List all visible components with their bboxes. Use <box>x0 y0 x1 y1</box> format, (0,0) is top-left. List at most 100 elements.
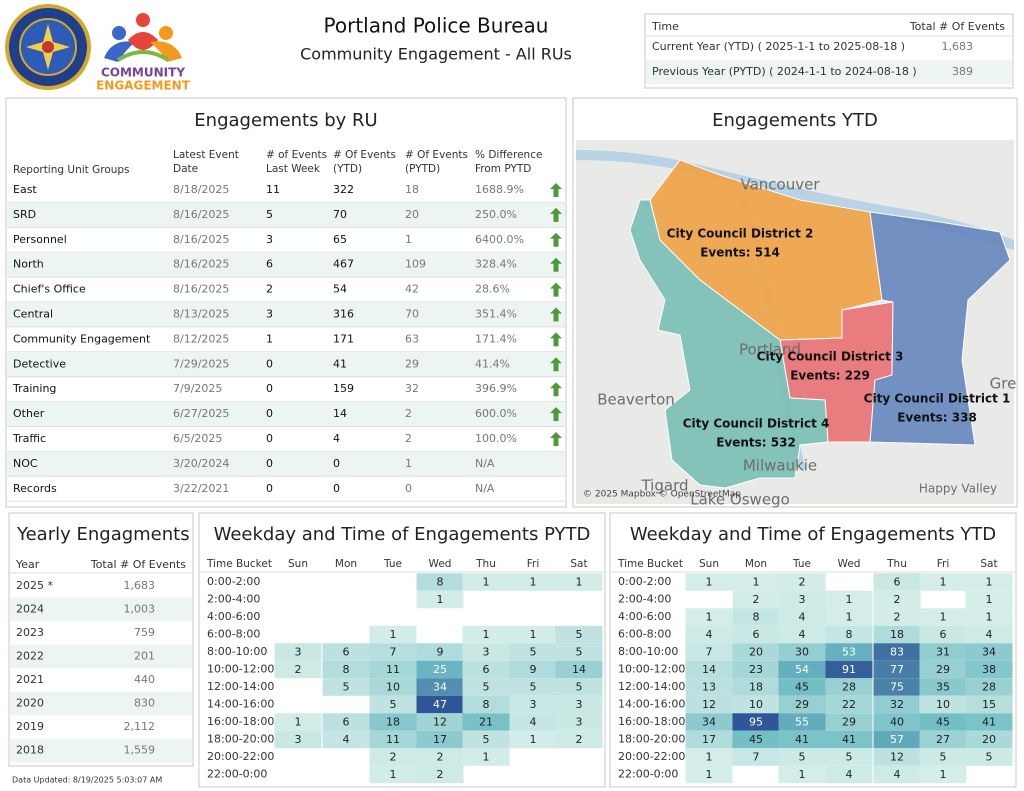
heat-value: 4 <box>706 628 713 641</box>
heat-cell <box>825 713 873 731</box>
table-cell: 250.0% <box>475 208 517 221</box>
heat-cell <box>462 625 510 644</box>
column-header: Thu <box>886 558 907 570</box>
heat-cell <box>274 660 322 679</box>
heat-value: 6 <box>343 646 350 659</box>
heat-value: 6 <box>894 576 901 589</box>
table-cell: NOC <box>13 457 38 470</box>
heat-value: 1 <box>483 751 490 764</box>
heat-cell <box>416 695 464 714</box>
heat-cell <box>555 730 603 749</box>
heat-cell <box>685 660 733 679</box>
time-bucket: 6:00-8:00 <box>207 628 260 641</box>
heat-value: 29 <box>842 716 856 729</box>
heat-cell <box>369 625 417 644</box>
heat-value: 2 <box>295 663 302 676</box>
heat-value: 45 <box>936 716 950 729</box>
heat-value: 20 <box>749 646 763 659</box>
heat-value: 8 <box>343 663 350 676</box>
heat-value: 2 <box>894 611 901 624</box>
heat-value: 3 <box>295 646 302 659</box>
table-cell: 29 <box>405 357 419 370</box>
heat-value: 91 <box>842 663 856 676</box>
heat-cell <box>778 730 826 749</box>
time-bucket: 12:00-14:00 <box>207 680 274 693</box>
time-bucket: 22:00-0:00 <box>207 768 267 781</box>
heat-value: 22 <box>842 698 856 711</box>
column-header: Fri <box>527 558 540 570</box>
table-cell: 11 <box>266 183 280 196</box>
heat-cell <box>416 765 464 784</box>
heat-cell <box>873 748 921 766</box>
page-title: Portland Police Bureau <box>324 14 549 38</box>
heat-value: 1 <box>940 611 947 624</box>
table-cell: 3 <box>266 308 273 321</box>
heat-value: 1 <box>986 593 993 606</box>
heat-cell <box>825 695 873 714</box>
heat-value: 1 <box>390 768 397 781</box>
column-header: Time Bucket <box>617 558 683 570</box>
heat-cell <box>369 748 417 766</box>
heat-cell <box>965 625 1013 644</box>
heat-value: 30 <box>795 646 809 659</box>
heat-cell <box>778 625 826 644</box>
heat-cell <box>462 730 510 749</box>
heat-value: 20 <box>982 733 996 746</box>
heat-value: 2 <box>753 593 760 606</box>
table-cell: 322 <box>333 183 354 196</box>
table-cell: 8/16/2025 <box>173 283 229 296</box>
table-cell: Central <box>13 308 53 321</box>
summary-header: Time <box>651 20 679 33</box>
heat-value: 41 <box>982 716 996 729</box>
map: Vancouver Portland Beaverton Milwaukie Tigar… <box>576 140 1016 509</box>
year-total: 440 <box>134 673 155 686</box>
heat-value: 4 <box>894 768 901 781</box>
table-cell: 2 <box>266 283 273 296</box>
heat-value: 12 <box>890 751 904 764</box>
heat-value: 8 <box>483 698 490 711</box>
table-cell: 28.6% <box>475 283 510 296</box>
heat-cell <box>685 678 733 696</box>
heat-value: 29 <box>795 698 809 711</box>
heat-value: 4 <box>799 628 806 641</box>
heat-value: 8 <box>753 611 760 624</box>
heat-cell <box>416 573 464 591</box>
heat-cell <box>274 713 322 731</box>
heat-value: 4 <box>986 628 993 641</box>
heat-value: 5 <box>799 751 806 764</box>
table-cell: 1 <box>405 457 412 470</box>
heat-cell <box>732 695 780 714</box>
trend-arrow <box>550 207 562 222</box>
heat-value: 2 <box>894 593 901 606</box>
time-bucket: 12:00-14:00 <box>618 680 685 693</box>
heat-value: 1 <box>483 628 490 641</box>
heat-value: 1 <box>940 768 947 781</box>
time-bucket: 20:00-22:00 <box>618 750 685 763</box>
year: 2020 <box>16 697 44 710</box>
heat-cell <box>462 643 510 661</box>
heat-cell <box>778 573 826 591</box>
table-cell: 1 <box>405 233 412 246</box>
column-header: Year <box>15 558 40 571</box>
table-cell: 42 <box>405 283 419 296</box>
heat-cell <box>778 590 826 609</box>
heat-value: 1 <box>530 576 537 589</box>
heat-value: 2 <box>437 751 444 764</box>
row-stripe <box>7 351 565 377</box>
table-cell: 100.0% <box>475 432 517 445</box>
trend-arrow <box>550 307 562 322</box>
heat-cell <box>322 643 370 661</box>
heat-value: 1 <box>483 576 490 589</box>
heat-cell <box>322 730 370 749</box>
heat-value: 1 <box>576 576 583 589</box>
table-cell: 6/5/2025 <box>173 432 222 445</box>
heat-cell <box>873 625 921 644</box>
heat-cell <box>369 695 417 714</box>
heat-value: 1 <box>706 751 713 764</box>
summary-label: Previous Year (PYTD) ( 2024-1-1 to 2024-… <box>652 65 917 78</box>
heat-value: 4 <box>799 611 806 624</box>
heat-cell <box>919 625 967 644</box>
heat-value: 18 <box>890 628 904 641</box>
summary-header: Total # Of Events <box>909 20 1005 33</box>
heat-cell <box>685 713 733 731</box>
